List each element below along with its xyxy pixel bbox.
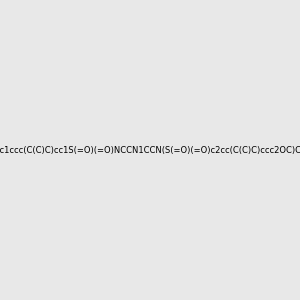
Text: COc1ccc(C(C)C)cc1S(=O)(=O)NCCN1CCN(S(=O)(=O)c2cc(C(C)C)ccc2OC)CC1: COc1ccc(C(C)C)cc1S(=O)(=O)NCCN1CCN(S(=O)… <box>0 146 300 154</box>
